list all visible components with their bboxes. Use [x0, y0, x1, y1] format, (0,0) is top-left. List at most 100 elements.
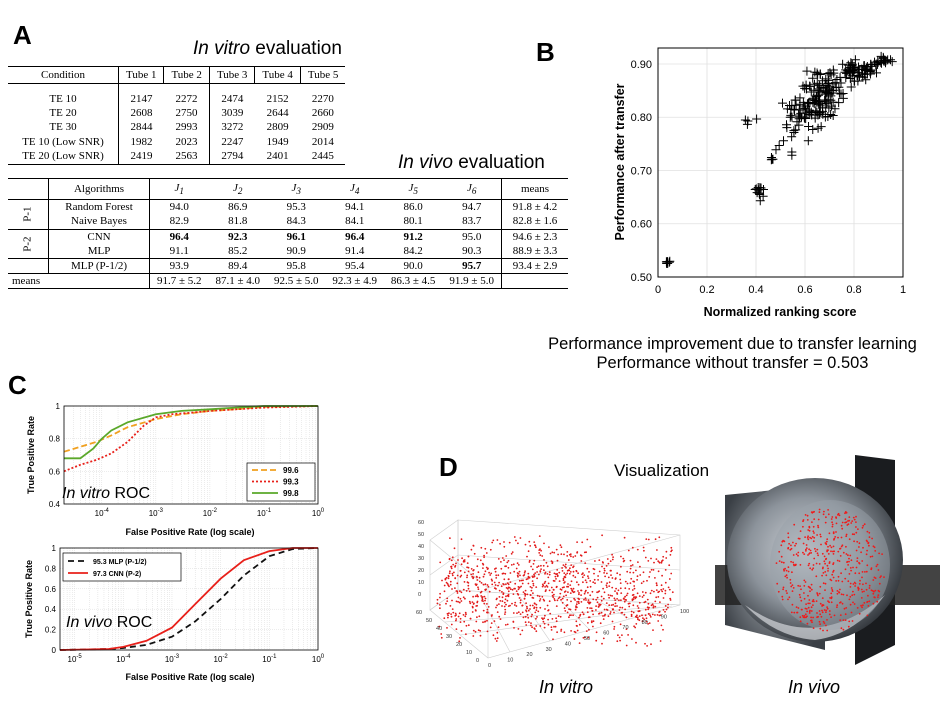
vivo-point: [824, 521, 827, 524]
cube-point: [644, 608, 647, 611]
cube-point: [636, 605, 639, 607]
vivo-point: [853, 603, 856, 605]
vivo-point: [858, 572, 861, 575]
cube-point: [645, 620, 648, 623]
scatter-point: [841, 65, 851, 75]
scatter-point: [809, 79, 819, 89]
vivo-point: [806, 610, 808, 613]
table-row: Naive Bayes 82.9 81.8 84.3 84.1 80.1 83.7 82.…: [8, 214, 568, 230]
cube-point: [551, 561, 554, 563]
cube-point: [607, 562, 610, 565]
cube-point: [458, 640, 461, 643]
cube-point: [623, 600, 626, 603]
vivo-point: [778, 550, 781, 553]
scatter-point: [777, 98, 787, 108]
cube-point: [578, 623, 581, 626]
cube-point: [645, 617, 648, 620]
cube-point: [626, 570, 629, 573]
cube-point: [661, 559, 664, 562]
vivo-point: [872, 592, 875, 595]
scatter-point: [804, 105, 814, 115]
cube-point: [457, 559, 459, 561]
cube-point: [568, 616, 570, 619]
cube-point: [493, 620, 496, 622]
cube-point: [456, 592, 459, 594]
table-row: TE 10 2147 2272 2474 2152 2270: [8, 91, 345, 106]
cube-point: [458, 612, 461, 615]
cube-point: [537, 565, 540, 568]
cube-point: [535, 603, 538, 606]
cube-point: [487, 606, 490, 608]
cube-point: [593, 572, 595, 575]
cube-point: [671, 591, 674, 594]
cube-point: [587, 599, 590, 601]
cube-point: [446, 612, 449, 615]
cube-point: [527, 616, 530, 619]
vivo-point: [837, 575, 840, 578]
cube-point: [660, 561, 663, 564]
cube-point: [631, 564, 634, 566]
vivo-point: [826, 629, 829, 632]
cube-point: [531, 604, 534, 607]
cube-point: [505, 603, 507, 606]
cube-point: [531, 626, 533, 629]
cube-point: [652, 605, 655, 607]
scatter-point: [865, 67, 875, 77]
cube-point: [603, 567, 606, 570]
cube-point: [550, 629, 553, 631]
cube-point: [483, 595, 486, 598]
cube-point: [590, 607, 593, 610]
cube-point: [553, 598, 556, 600]
vivo-point: [851, 533, 854, 536]
scatter-point: [886, 55, 896, 65]
roc-in-vivo-legend: 95.3 MLP (P-1/2)97.3 CNN (P-2): [62, 552, 182, 582]
vivo-point: [821, 597, 824, 599]
cube-point: [595, 639, 598, 642]
vivo-point: [815, 600, 818, 602]
vivo-point: [847, 554, 849, 557]
scatter-point: [826, 101, 836, 111]
cube-point: [544, 580, 547, 583]
cube-point: [561, 601, 564, 604]
cube-point: [491, 583, 494, 586]
cube-point: [534, 572, 537, 574]
scatter-point: [822, 97, 832, 107]
table-cell: MLP (P-1/2): [48, 257, 150, 274]
cube-point: [553, 551, 556, 554]
x-tick-label: 0: [655, 284, 661, 296]
vivo-point: [812, 564, 815, 566]
cube-point: [578, 616, 580, 619]
vivo-point: [786, 576, 788, 579]
cube-point: [578, 642, 581, 644]
vivo-point: [816, 593, 819, 595]
cube-point: [511, 602, 513, 605]
cube-point: [440, 633, 443, 635]
vivo-point: [792, 587, 795, 589]
cube-point: [627, 549, 630, 552]
cube-point: [581, 541, 584, 544]
cube-point: [531, 586, 533, 589]
cube-point: [657, 560, 660, 563]
cube-point: [561, 597, 564, 600]
cube-point: [534, 544, 536, 547]
x-tick-label: 10-2: [214, 654, 229, 664]
scatter-point: [755, 196, 765, 206]
cube-point: [612, 608, 614, 610]
vivo-point: [789, 582, 792, 584]
cube-point: [572, 574, 575, 577]
cube-point: [556, 574, 559, 577]
cube-point: [477, 588, 480, 591]
vivo-point: [807, 594, 809, 597]
cube-point: [585, 599, 587, 601]
cube-point: [496, 539, 499, 541]
vivo-point: [852, 583, 855, 585]
vivo-point: [799, 530, 802, 532]
cube-point: [577, 583, 580, 586]
cube-point: [662, 588, 665, 590]
cube-point: [628, 588, 631, 590]
cube-point: [538, 595, 541, 598]
cube-point: [572, 614, 574, 617]
vivo-point: [850, 559, 853, 562]
vivo-point: [866, 540, 869, 543]
cube-point: [526, 613, 529, 616]
